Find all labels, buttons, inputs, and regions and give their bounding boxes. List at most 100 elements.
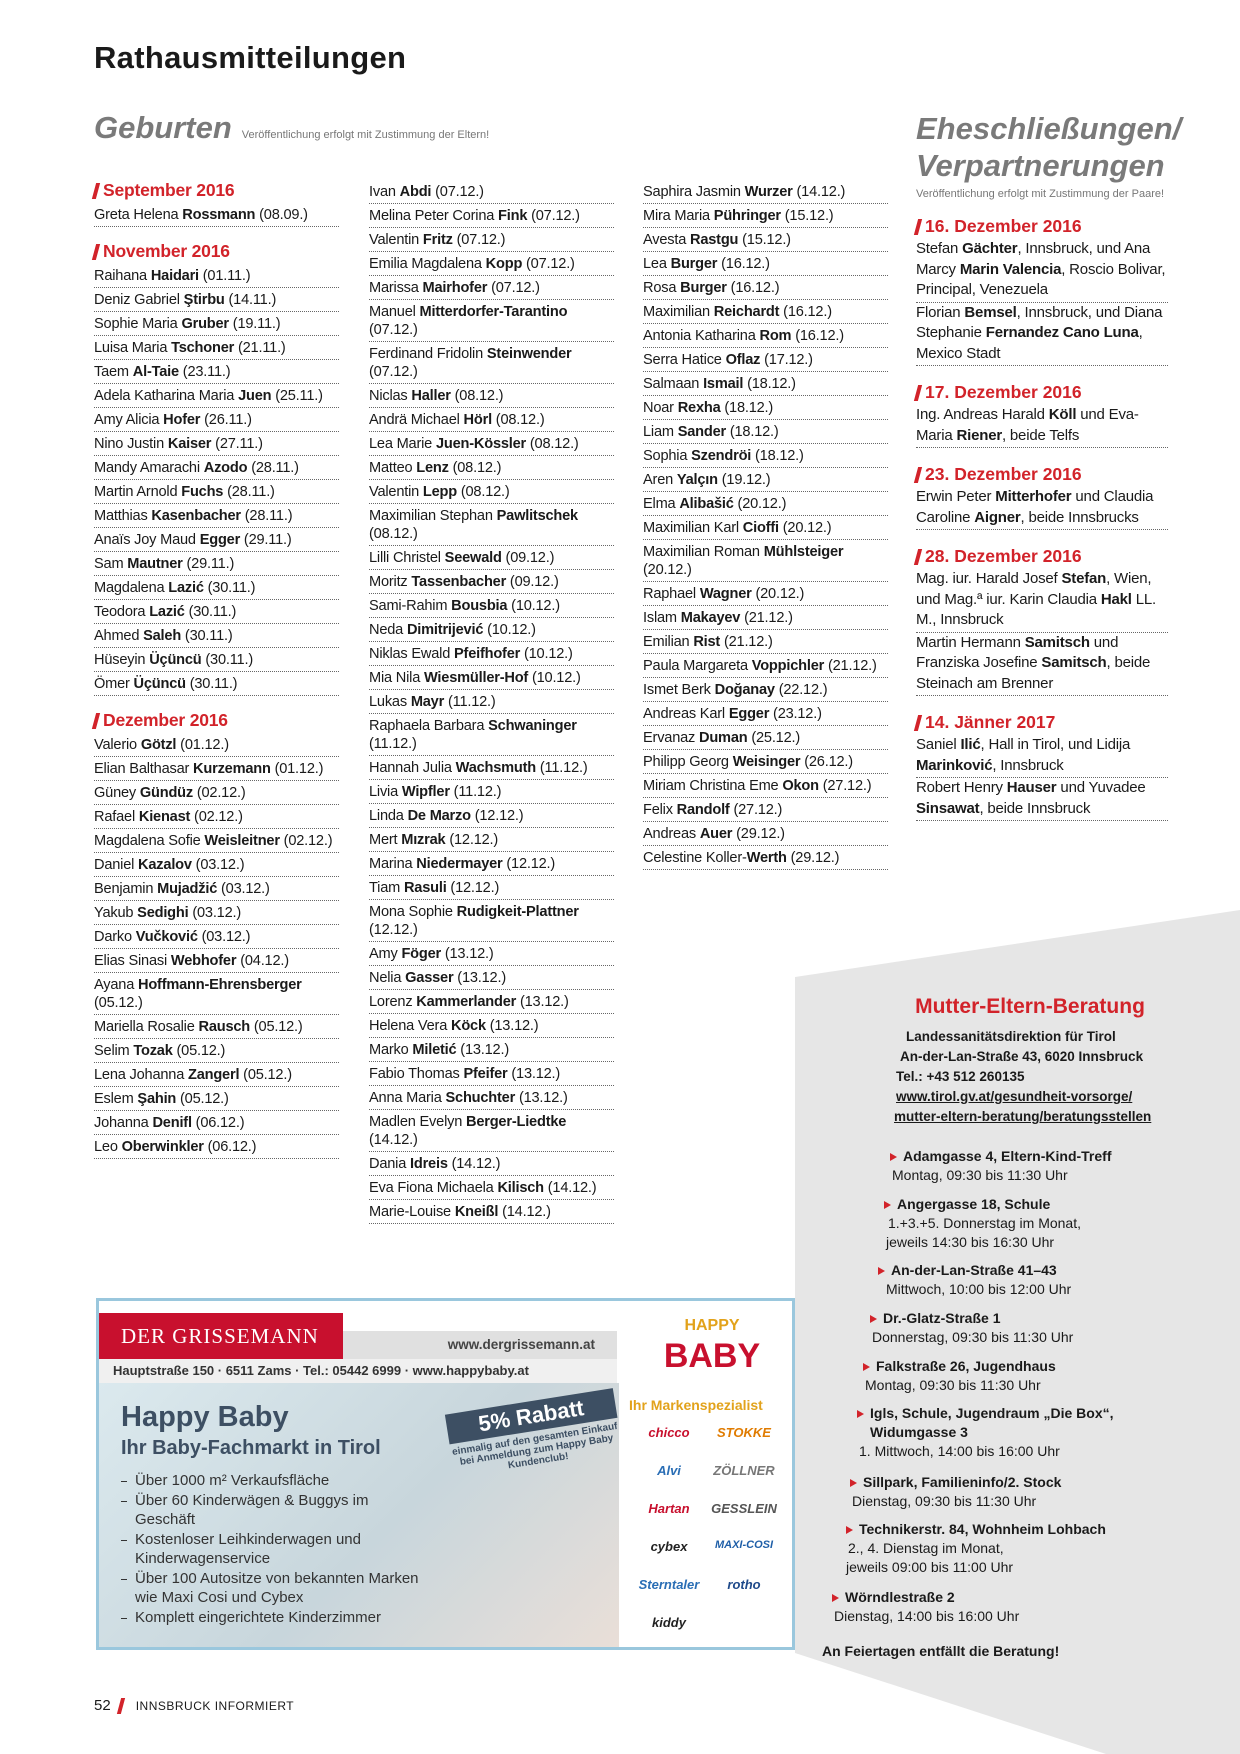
surname: Samitsch	[1041, 654, 1107, 671]
birth-date: (20.12.)	[755, 586, 805, 602]
birth-entry: Emilia Magdalena Kopp (07.12.)	[369, 252, 614, 276]
birth-entry: Ayana Hoffmann-Ehrensberger (05.12.)	[94, 973, 339, 1015]
surname: Gasser	[405, 970, 454, 986]
given-name: Benjamin	[94, 881, 154, 897]
given-name: Madlen Evelyn	[369, 1114, 463, 1130]
birth-entry: Sophie Maria Gruber (19.11.)	[94, 312, 339, 336]
birth-entry: Mariella Rosalie Rausch (05.12.)	[94, 1015, 339, 1039]
surname: Haidari	[150, 268, 199, 284]
surname: Sedighi	[137, 905, 189, 921]
heading-text: November 2016	[103, 241, 230, 261]
given-name: Ismet Berk	[643, 682, 711, 698]
surname: Kammerlander	[416, 994, 517, 1010]
surname: Wachsmuth	[455, 760, 537, 776]
given-name: Matthias	[94, 508, 148, 524]
given-name: Hüseyin	[94, 652, 146, 668]
given-name: Elma	[643, 496, 676, 512]
address-line: Tel.: +43 512 260135	[896, 1069, 1025, 1084]
link-line[interactable]: www.tirol.gv.at/gesundheit-vorsorge/	[896, 1089, 1133, 1104]
birth-entry: Andrä Michael Hörl (08.12.)	[369, 408, 614, 432]
given-name: Anaïs Joy Maud	[94, 532, 196, 548]
birth-date: (21.12.)	[827, 658, 877, 674]
births-column: Ivan Abdi (07.12.) Melina Peter Corina Fi…	[369, 180, 614, 1224]
surname: Rexha	[677, 400, 721, 416]
surname: Tassenbacher	[411, 574, 507, 590]
given-name: Mandy Amarachi	[94, 460, 200, 476]
birth-date: (30.11.)	[188, 604, 237, 620]
bullet-text: Über 100 Autositze von bekannten Marken …	[135, 1569, 419, 1607]
birth-date: (14.12.)	[547, 1180, 597, 1196]
text: LL. M., Innsbruck	[916, 590, 1156, 629]
surname: Rasuli	[403, 880, 447, 896]
text: , Innsbruck, und Ana Marcy	[916, 240, 1151, 278]
tagline: Ihr Markenspezialist	[629, 1397, 763, 1413]
birth-entry: Islam Makayev (21.12.)	[643, 606, 888, 630]
arrow	[870, 1315, 877, 1323]
birth-entry: Marie-Louise Kneißl (14.12.)	[369, 1200, 614, 1224]
birth-entry: Saphira Jasmin Wurzer (14.12.)	[643, 180, 888, 204]
surname: Üçüncü	[149, 652, 202, 668]
slash	[913, 548, 923, 565]
birth-entry: Ömer Üçüncü (30.11.)	[94, 672, 339, 696]
birth-date: (21.12.)	[744, 610, 793, 626]
given-name: Sophie Maria	[94, 316, 178, 332]
dash	[121, 1500, 127, 1502]
location-place: Angergasse 18, Schule	[884, 1195, 1081, 1214]
birth-date: (18.12.)	[747, 376, 796, 392]
birth-date: (23.12.)	[773, 706, 822, 722]
surname: Juen	[238, 388, 272, 404]
given-name: Lilli Christel	[369, 550, 441, 566]
given-name: Nelia	[369, 970, 402, 986]
slash	[91, 182, 101, 199]
bullet-text: Komplett eingerichtete Kinderzimmer	[135, 1608, 381, 1626]
given-name: Helena Vera	[369, 1018, 448, 1034]
address-line: Landessanitätsdirektion für Tirol	[906, 1029, 1116, 1044]
heading-text: 17. Dezember 2016	[925, 382, 1082, 402]
birth-date: (29.12.)	[790, 850, 840, 866]
given-name: Valentin	[369, 232, 420, 248]
birth-entry: Anna Maria Schuchter (13.12.)	[369, 1086, 614, 1110]
surname: Fernandez Cano Luna	[985, 324, 1139, 341]
birth-entry: Elias Sinasi Webhofer (04.12.)	[94, 949, 339, 973]
surname: Steinwender	[486, 346, 572, 362]
month-heading: Dezember 2016	[91, 710, 339, 731]
location-place: Dr.-Glatz-Straße 1	[870, 1309, 1073, 1328]
birth-entry: Valerio Götzl (01.12.)	[94, 733, 339, 757]
given-name: Philipp Georg	[643, 754, 729, 770]
birth-date: (07.12.)	[531, 208, 580, 224]
given-name: Dania	[369, 1156, 407, 1172]
heading-text: 16. Dezember 2016	[925, 216, 1082, 236]
place-text: Wörndlestraße 2	[845, 1589, 955, 1605]
given-name: Raihana	[94, 268, 147, 284]
surname: Lazić	[149, 604, 185, 620]
birth-date: (16.12.)	[795, 328, 844, 344]
surname: Köck	[450, 1018, 486, 1034]
link-line[interactable]: mutter-eltern-beratung/beratungsstellen	[894, 1109, 1152, 1124]
given-name: Saphira Jasmin	[643, 184, 741, 200]
birth-entry: Magdalena Lazić (30.11.)	[94, 576, 339, 600]
given-name: Martin Arnold	[94, 484, 178, 500]
birth-date: (08.12.)	[454, 388, 504, 404]
birth-date: (25.11.)	[275, 388, 323, 404]
birth-entry: Eva Fiona Michaela Kilisch (14.12.)	[369, 1176, 614, 1200]
given-name: Ömer	[94, 676, 130, 692]
birth-date: (29.11.)	[243, 532, 292, 548]
brand-logo: ZÖLLNER	[713, 1463, 775, 1478]
birth-date: (08.09.)	[259, 207, 308, 223]
given-name: Leo	[94, 1139, 118, 1155]
given-name: Lena Johanna	[94, 1067, 185, 1083]
birth-entry: Lea Marie Juen-Kössler (08.12.)	[369, 432, 614, 456]
birth-date: (21.12.)	[723, 634, 773, 650]
birth-entry: Nino Justin Kaiser (27.11.)	[94, 432, 339, 456]
surname: Rossmann	[182, 207, 256, 223]
location: Falkstraße 26, Jugendhaus Montag, 09:30 b…	[863, 1357, 1056, 1395]
brand-logo: MAXI-COSI	[714, 1539, 774, 1551]
surname: Samitsch	[1024, 633, 1090, 651]
given-name: Fabio Thomas	[369, 1066, 460, 1082]
given-name: Amy	[369, 946, 398, 962]
slash	[913, 714, 923, 731]
birth-entry: Moritz Tassenbacher (09.12.)	[369, 570, 614, 594]
place-text: Angergasse 18, Schule	[897, 1196, 1051, 1212]
given-name: Mira Maria	[643, 208, 710, 224]
given-name: Hannah Julia	[369, 760, 452, 776]
